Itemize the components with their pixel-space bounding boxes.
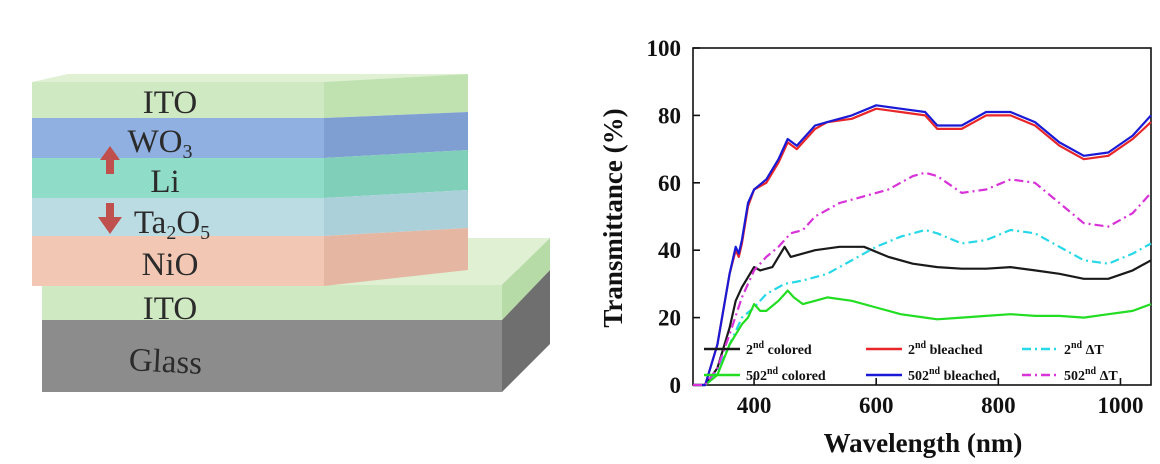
legend-label: 502nd ΔT [1064,366,1118,384]
wo3-side [324,112,468,158]
legend-label: 502nd bleached [908,366,997,384]
ta2o5-side [324,190,468,236]
legend: 2nd colored 2nd bleached 2nd ΔT 502nd color… [704,340,1118,384]
bottom-ito-layer-front [42,285,502,320]
bottom-ito-layer-side [502,238,550,320]
legend-label: 2nd colored [746,340,812,358]
y-axis-title: Transmittance (%) [598,108,628,327]
layer-label-ito-bottom: ITO [143,291,197,327]
series-line-3 [693,289,1152,387]
nio-layer [32,236,324,286]
plot-area: 0 20 40 60 80 100 400 600 800 1000 [647,36,1152,418]
layer-label-ta2o5: Ta2O5 [134,205,210,244]
arrow-down-icon [98,203,122,234]
li-side [324,150,468,198]
y-tick-label: 0 [670,373,682,398]
top-ito-layer [32,82,324,118]
y-tick-label: 40 [658,238,681,263]
legend-label: 2nd ΔT [1064,340,1104,358]
layer-label-li: Li [150,164,179,200]
y-tick-label: 20 [658,306,681,331]
y-tick-label: 60 [658,171,681,196]
glass-layer-front [42,320,502,392]
wo3-layer [32,118,324,158]
legend-label: 2nd bleached [908,340,983,358]
top-ito-side [324,74,468,118]
top-ito-layer-top [32,74,468,82]
series-line-4 [693,104,1152,387]
layer-label-glass: Glass [128,342,203,382]
li-layer [32,158,324,198]
glass-layer-side [502,270,550,392]
transmittance-chart: 0 20 40 60 80 100 400 600 800 1000 Transmittance … [598,36,1152,458]
nio-side [324,228,468,286]
series-line-5 [693,171,1152,387]
x-tick-label: 400 [737,393,772,418]
series-line-0 [693,245,1152,387]
layer-label-nio: NiO [142,247,199,283]
x-axis-title: Wavelength (nm) [824,428,1023,458]
legend-label: 502nd colored [746,366,826,384]
device-stack-diagram: ITO WO3 Li Ta2O5 NiO ITO Glass [32,74,550,392]
y-tick-label: 100 [647,36,682,61]
layer-label-ito-top: ITO [143,85,197,121]
series-line-2 [693,228,1152,387]
x-tick-label: 600 [859,393,894,418]
layer-label-wo3: WO3 [128,124,193,163]
y-tick-label: 80 [658,103,681,128]
ta2o5-layer [32,198,324,236]
x-tick-label: 1000 [1097,393,1143,418]
plot-frame [692,47,1152,386]
arrow-up-icon [100,146,120,174]
x-tick-label: 800 [981,393,1016,418]
